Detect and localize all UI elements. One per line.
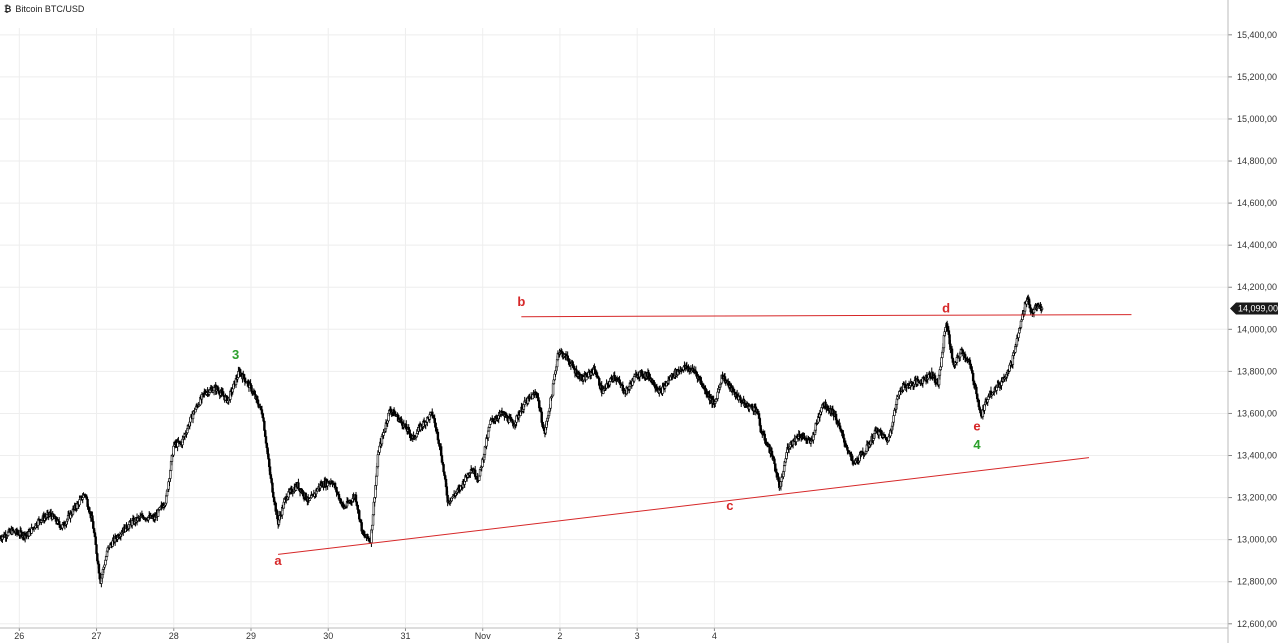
wave-label: b (517, 294, 525, 309)
candle-body (756, 409, 759, 414)
candle-body (1040, 307, 1044, 310)
candle-body (415, 433, 419, 438)
chart-grid (0, 28, 1228, 628)
chart-header: ₿ Bitcoin BTC/USD (0, 0, 404, 18)
chart-title: Bitcoin BTC/USD (15, 4, 85, 14)
candle-body (975, 386, 978, 395)
x-tick-label: 26 (14, 631, 24, 641)
candle-body (1019, 320, 1023, 328)
x-tick-label: 2 (557, 631, 562, 641)
candle-body (846, 446, 849, 451)
candle-body (437, 439, 440, 444)
candle-body (940, 357, 943, 368)
trendline-support (277, 457, 1090, 555)
candle-body (375, 475, 378, 486)
wave-label: 4 (973, 437, 981, 452)
candle-body (264, 436, 268, 444)
x-tick-label: 27 (92, 631, 102, 641)
x-tick-label: 29 (246, 631, 256, 641)
candle-body (242, 374, 246, 379)
wave-label: d (942, 300, 950, 315)
y-tick-label: 13,000,00 (1237, 535, 1277, 545)
candle-body (608, 381, 612, 386)
wave-label: e (973, 418, 980, 433)
y-tick-label: 13,600,00 (1237, 408, 1277, 418)
candle-body (950, 348, 954, 359)
price-tag-shape (1230, 302, 1278, 315)
y-tick-label: 14,400,00 (1237, 240, 1277, 250)
candle-body (358, 510, 361, 520)
y-tick-label: 14,600,00 (1237, 198, 1277, 208)
candle-body (297, 482, 300, 490)
x-axis: 26 27 28 29 30 31 Nov 2 3 4 (0, 627, 1228, 641)
candle-body (716, 391, 719, 399)
candle-body (400, 418, 403, 423)
y-tick-label: 13,400,00 (1237, 451, 1277, 461)
y-tick-label: 15,400,00 (1237, 30, 1277, 40)
candle-body (773, 458, 776, 465)
candle-body (942, 335, 946, 349)
candle-body (231, 388, 234, 393)
price-tag-label: 14,099,00 (1238, 303, 1278, 313)
candle-body (486, 430, 490, 439)
candle-body (376, 454, 380, 468)
y-tick-label: 15,200,00 (1237, 72, 1277, 82)
y-tick-label: 12,600,00 (1237, 619, 1277, 629)
x-tick-label: 31 (400, 631, 410, 641)
candle-body (851, 455, 854, 462)
y-axis: 15,400,00 15,200,00 15,000,00 14,800,00 14,6… (1227, 0, 1277, 643)
candle-body (169, 470, 172, 479)
candle-body (632, 376, 636, 382)
x-tick-label: 28 (169, 631, 179, 641)
y-tick-label: 14,000,00 (1237, 324, 1277, 334)
candle-body (270, 478, 273, 484)
x-tick-label: 3 (635, 631, 640, 641)
candle-body (172, 445, 175, 456)
wave-label: c (726, 498, 733, 513)
y-tick-label: 13,200,00 (1237, 493, 1277, 503)
x-tick-label: 30 (323, 631, 333, 641)
y-tick-label: 12,800,00 (1237, 577, 1277, 587)
wave-annotations: 3 a b c d e 4 (232, 294, 981, 568)
y-tick-label: 14,200,00 (1237, 282, 1277, 292)
candle-body (598, 378, 601, 386)
candle-body (95, 544, 98, 554)
trendlines (277, 314, 1132, 555)
wave-label: 3 (232, 347, 239, 362)
candle-body (354, 494, 358, 503)
candle-body (442, 464, 445, 473)
candle-body (1015, 338, 1019, 346)
candle-body (986, 399, 989, 403)
candle-body (763, 433, 766, 441)
y-tick-label: 15,000,00 (1237, 114, 1277, 124)
wave-label: a (274, 553, 282, 568)
candle-body (551, 383, 555, 396)
candle-body (1032, 309, 1036, 314)
candle-body (94, 536, 97, 545)
candle-body (892, 415, 895, 423)
trendline-resistance (521, 314, 1132, 318)
candle-body (304, 492, 307, 500)
candle-body (613, 375, 616, 380)
y-tick-label: 13,800,00 (1237, 366, 1277, 376)
candle-body (371, 524, 374, 531)
candle-body (97, 563, 101, 574)
candle-body (1025, 300, 1028, 305)
x-tick-label: Nov (475, 631, 492, 641)
bitcoin-icon: ₿ (4, 4, 12, 14)
candle-body (371, 514, 375, 526)
y-tick-label: 14,800,00 (1237, 156, 1277, 166)
x-tick-label: 4 (712, 631, 717, 641)
candle-body (78, 499, 81, 506)
candlestick-series (0, 294, 1044, 588)
current-price-tag: 14,099,00 (1230, 302, 1278, 315)
